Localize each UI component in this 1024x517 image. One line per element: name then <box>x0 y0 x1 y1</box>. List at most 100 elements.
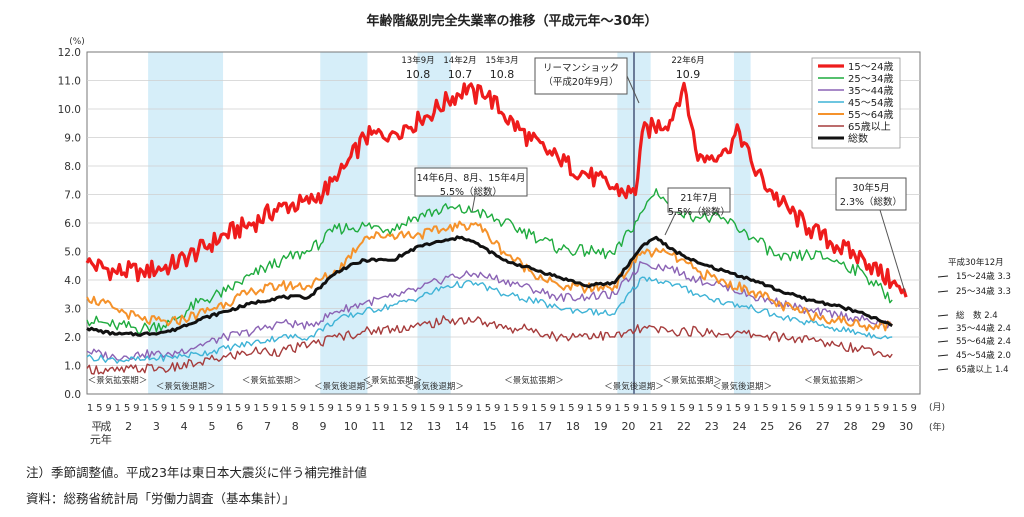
x-month-tick: 9 <box>577 403 583 414</box>
x-month-tick: 9 <box>355 403 361 414</box>
end-value-pointer <box>937 314 949 317</box>
end-values-title: 平成30年12月 <box>948 257 1004 268</box>
x-month-tick: 5 <box>568 403 574 414</box>
expansion-label: ＜景気拡張期＞ <box>363 375 423 386</box>
x-year-label: 5 <box>208 420 215 433</box>
x-month-tick: 1 <box>614 403 620 414</box>
x-month-tick: 9 <box>911 403 917 414</box>
legend-box <box>811 57 901 149</box>
x-month-tick: 1 <box>531 403 537 414</box>
end-value-row: 65歳以上 1.4 <box>956 364 1009 375</box>
x-month-tick: 5 <box>818 403 824 414</box>
x-month-tick: 5 <box>735 403 741 414</box>
x-month-tick: 9 <box>466 403 472 414</box>
legend-label: 35～44歳 <box>848 85 893 97</box>
latest-callout-pointer <box>879 209 906 293</box>
x-month-tick: 9 <box>799 403 805 414</box>
x-month-tick: 9 <box>439 403 445 414</box>
recession-label: ＜景気後退期＞ <box>314 381 374 392</box>
peak-date-label: 15年3月 <box>485 55 518 66</box>
peak-date-label: 13年9月 <box>401 55 434 66</box>
x-month-tick: 1 <box>837 403 843 414</box>
x-year-label: 13 <box>427 420 441 433</box>
legend-label: 25～34歳 <box>848 73 893 85</box>
end-value-pointer <box>937 354 949 357</box>
legend-label: 総数 <box>848 132 868 145</box>
x-year-label: 16 <box>510 420 524 433</box>
recession-label: ＜景気後退期＞ <box>404 381 464 392</box>
x-month-tick: 5 <box>207 403 213 414</box>
y-tick-label: 9.0 <box>64 133 81 145</box>
x-month-tick: 1 <box>753 403 759 414</box>
x-year-label: 23 <box>705 420 719 433</box>
series-line-6 <box>86 235 893 337</box>
x-month-tick: 1 <box>642 403 648 414</box>
x-month-tick: 9 <box>550 403 556 414</box>
legend-label: 45～54歳 <box>848 97 893 109</box>
x-month-tick: 1 <box>198 403 204 414</box>
x-year-label: 25 <box>760 420 774 433</box>
lehman-callout-pointer <box>626 75 640 104</box>
total-peak-callout-text: 14年6月、8月、15年4月 <box>417 172 526 184</box>
x-month-tick: 9 <box>522 403 528 414</box>
y-tick-label: 2.0 <box>64 332 81 344</box>
x-year-label-first: 成 <box>100 420 111 433</box>
x-year-label: 4 <box>181 420 188 433</box>
x-month-tick: 5 <box>235 403 241 414</box>
x-month-tick: 1 <box>420 403 426 414</box>
total-peak-callout-box <box>414 167 528 197</box>
x-month-tick: 1 <box>725 403 731 414</box>
x-month-tick: 9 <box>272 403 278 414</box>
x-year-label: 2 <box>125 420 132 433</box>
end-value-row: 55～64歳 2.4 <box>956 336 1011 347</box>
x-year-label: 20 <box>621 420 635 433</box>
y-tick-label: 10.0 <box>58 104 81 116</box>
y-tick-label: 6.0 <box>64 218 81 230</box>
y-unit: (%) <box>69 37 85 47</box>
expansion-label: ＜景気拡張期＞ <box>663 375 723 386</box>
end-value-row: 15～24歳 3.3 <box>956 271 1011 282</box>
x-year-label: 15 <box>483 420 497 433</box>
x-month-tick: 9 <box>716 403 722 414</box>
x-month-tick: 5 <box>179 403 185 414</box>
x-year-label: 28 <box>844 420 858 433</box>
x-month-tick: 5 <box>651 403 657 414</box>
end-value-row: 総 数 2.4 <box>956 310 998 321</box>
x-month-tick: 5 <box>624 403 630 414</box>
x-month-tick: 9 <box>327 403 333 414</box>
x-month-tick: 5 <box>124 403 130 414</box>
x-year-label: 22 <box>677 420 691 433</box>
x-year-label: 27 <box>816 420 830 433</box>
x-month-tick: 5 <box>762 403 768 414</box>
peak-value-label: 10.8 <box>406 68 431 81</box>
x-month-tick: 1 <box>281 403 287 414</box>
x-month-tick: 5 <box>874 403 880 414</box>
y-tick-label: 4.0 <box>64 275 81 287</box>
x-month-tick: 5 <box>346 403 352 414</box>
recession-label: ＜景気後退期＞ <box>604 381 664 392</box>
y-tick-label: 1.0 <box>64 361 81 373</box>
x-month-tick: 9 <box>300 403 306 414</box>
x-month-tick: 9 <box>133 403 139 414</box>
x-month-tick: 5 <box>263 403 269 414</box>
x-month-tick: 9 <box>383 403 389 414</box>
series-line-5 <box>86 315 893 375</box>
y-tick-label: 11.0 <box>58 76 81 88</box>
x-year-label: 8 <box>292 420 299 433</box>
lehman-callout-text: リーマンショック <box>543 63 619 74</box>
x-month-tick: 1 <box>364 403 370 414</box>
x-month-tick: 1 <box>698 403 704 414</box>
x-month-tick: 9 <box>772 403 778 414</box>
x-year-label: 3 <box>153 420 160 433</box>
x-year-label: 21 <box>649 420 663 433</box>
x-year-label: 6 <box>236 420 243 433</box>
x-month-tick: 1 <box>309 403 315 414</box>
latest-callout-text: 30年5月 <box>852 182 889 194</box>
x-year-label: 26 <box>788 420 802 433</box>
footnote: 注）季節調整値。平成23年は東日本大震災に伴う補完推計値 <box>26 465 367 480</box>
x-month-tick: 1 <box>392 403 398 414</box>
x-month-tick: 9 <box>688 403 694 414</box>
x-month-tick: 1 <box>448 403 454 414</box>
x-year-label-first: 元年 <box>90 432 112 446</box>
